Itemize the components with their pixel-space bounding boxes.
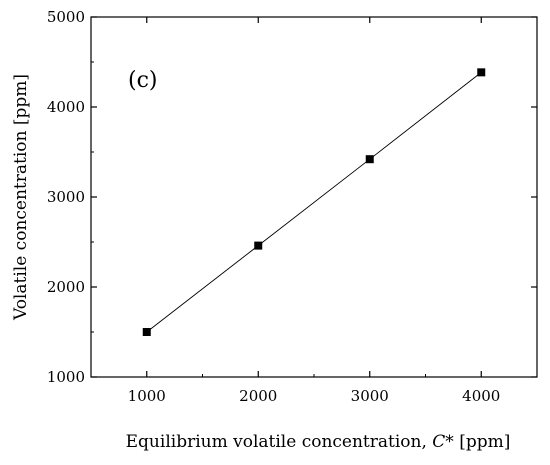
data-point-marker (477, 68, 486, 77)
series-line (146, 71, 482, 333)
x-axis-title-symbol: C (432, 432, 445, 452)
data-point-marker (142, 328, 151, 336)
x-tick-label: 4000 (462, 387, 500, 405)
data-point-marker (254, 241, 263, 250)
y-tick-label: 4000 (47, 98, 85, 116)
x-tick-label: 3000 (351, 387, 389, 405)
y-tick-label: 1000 (47, 368, 85, 386)
x-tick-label: 1000 (128, 387, 166, 405)
y-tick-label: 2000 (47, 278, 85, 296)
x-axis: 1000 2000 3000 4000 (128, 17, 500, 405)
data-point-marker (365, 155, 374, 164)
series-layer (142, 68, 486, 336)
y-tick-label: 3000 (47, 188, 85, 206)
y-tick-label: 5000 (47, 8, 85, 26)
panel-label: (c) (128, 68, 158, 93)
y-axis-title: Volatile concentration [ppm] (11, 74, 31, 321)
x-axis-title-unit: * [ppm] (445, 432, 510, 452)
x-tick-label: 2000 (239, 387, 277, 405)
x-axis-title-text: Equilibrium volatile concentration, (126, 432, 433, 452)
y-axis: 1000 2000 3000 4000 5000 (47, 8, 537, 386)
x-axis-title: Equilibrium volatile concentration, C* [… (126, 432, 511, 452)
